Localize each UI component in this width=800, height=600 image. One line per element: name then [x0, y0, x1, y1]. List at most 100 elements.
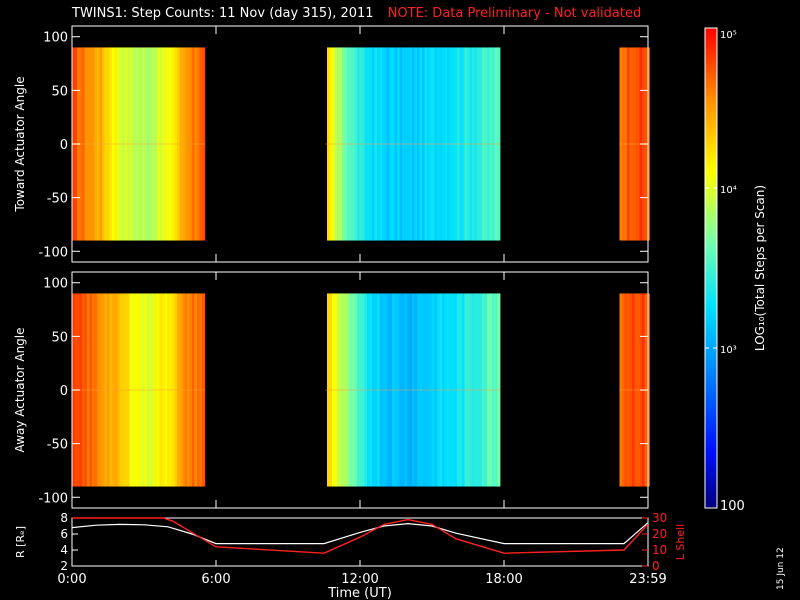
colorbar-frame	[704, 27, 718, 509]
heatmap-column	[352, 293, 355, 487]
heatmap-column	[329, 293, 333, 487]
lshell-line	[72, 517, 649, 554]
heatmap-column	[414, 293, 418, 487]
heatmap-column	[182, 47, 185, 241]
heatmap-column	[154, 293, 158, 487]
heatmap-column	[634, 47, 638, 241]
heatmap-column	[362, 47, 365, 241]
heatmap-column	[134, 293, 138, 487]
toward-y-label: Toward Actuator Angle	[13, 76, 27, 212]
heatmap-column	[387, 293, 390, 487]
toward-x-ticks	[71, 26, 649, 262]
heatmap-column	[137, 47, 140, 241]
heatmap-column	[422, 293, 425, 487]
y-tick-label: 100	[43, 277, 68, 292]
heatmap-column	[632, 293, 635, 487]
heatmap-column	[109, 293, 113, 487]
y-tick-label: 0	[60, 384, 68, 399]
heatmap-column	[634, 293, 638, 487]
data-gap	[205, 27, 326, 261]
heatmap-column	[149, 293, 153, 487]
time-axis-label: Time (UT)	[327, 586, 392, 600]
heatmap-column	[84, 293, 88, 487]
heatmap-column	[162, 47, 165, 241]
heatmap-column	[404, 47, 408, 241]
heatmap-column	[629, 47, 633, 241]
heatmap-column	[392, 293, 395, 487]
heatmap-column	[167, 293, 170, 487]
heatmap-column	[624, 47, 628, 241]
heatmap-column	[447, 293, 450, 487]
heatmap-column	[407, 47, 410, 241]
heatmap-column	[372, 293, 375, 487]
colorbar-tick-label: 10⁵	[720, 30, 737, 41]
heatmap-column	[339, 47, 343, 241]
heatmap-column	[452, 47, 455, 241]
heatmap-column	[637, 47, 640, 241]
heatmap-column	[482, 47, 485, 241]
heatmap-column	[422, 47, 425, 241]
radius-tick-label: 6	[60, 527, 68, 541]
heatmap-column	[114, 47, 118, 241]
heatmap-column	[379, 47, 383, 241]
title-text: TWINS1: Step Counts: 11 Nov (day 315), 2…	[72, 6, 374, 21]
heatmap-column	[187, 47, 190, 241]
heatmap-column	[459, 47, 463, 241]
lshell-axis-label: L Shell	[674, 524, 687, 560]
heatmap-column	[157, 293, 160, 487]
heatmap-column	[382, 293, 385, 487]
heatmap-column	[334, 293, 338, 487]
heatmap-column	[454, 47, 458, 241]
heatmap-column	[99, 47, 103, 241]
heatmap-column	[327, 47, 330, 241]
heatmap-column	[102, 47, 105, 241]
heatmap-column	[144, 293, 148, 487]
heatmap-column	[419, 293, 423, 487]
heatmap-column	[342, 47, 345, 241]
heatmap-column	[189, 47, 193, 241]
heatmap-column	[87, 293, 90, 487]
heatmap-column	[409, 47, 413, 241]
heatmap-column	[472, 293, 475, 487]
heatmap-column	[487, 47, 490, 241]
heatmap-column	[177, 47, 180, 241]
heatmap-column	[489, 293, 493, 487]
heatmap-column	[139, 47, 143, 241]
heatmap-column	[124, 293, 128, 487]
heatmap-column	[169, 293, 173, 487]
toward-panel: 100 50 0 -50 -100 Toward Actuator Angle	[13, 25, 650, 263]
heatmap-column	[447, 47, 450, 241]
heatmap-column	[432, 293, 435, 487]
heatmap-column	[189, 293, 193, 487]
orbit-ticks: 2 4 6 8 0 10 20 30	[60, 511, 667, 573]
heatmap-column	[627, 47, 630, 241]
heatmap-column	[407, 293, 410, 487]
heatmap-column	[404, 293, 408, 487]
heatmap-column	[489, 47, 493, 241]
heatmap-column	[394, 293, 398, 487]
heatmap-column	[157, 47, 160, 241]
heatmap-column	[419, 47, 423, 241]
heatmap-column	[389, 293, 393, 487]
time-tick-label: 6:00	[201, 572, 230, 587]
heatmap-column	[122, 293, 125, 487]
y-tick-label: 0	[60, 138, 68, 153]
heatmap-column	[112, 47, 115, 241]
heatmap-column	[637, 293, 640, 487]
heatmap-column	[467, 47, 470, 241]
heatmap-column	[374, 47, 378, 241]
toward-heatmap	[72, 27, 650, 261]
heatmap-column	[392, 47, 395, 241]
lshell-tick-label: 10	[652, 543, 667, 557]
heatmap-column	[344, 293, 348, 487]
radius-tick-label: 2	[60, 559, 68, 573]
y-tick-label: 50	[51, 330, 68, 345]
heatmap-column	[132, 47, 135, 241]
heatmap-column	[369, 47, 373, 241]
heatmap-column	[132, 293, 135, 487]
heatmap-column	[452, 293, 455, 487]
away-y-ticks: 100 50 0 -50 -100	[38, 277, 648, 506]
heatmap-column	[177, 293, 180, 487]
heatmap-column	[622, 293, 625, 487]
